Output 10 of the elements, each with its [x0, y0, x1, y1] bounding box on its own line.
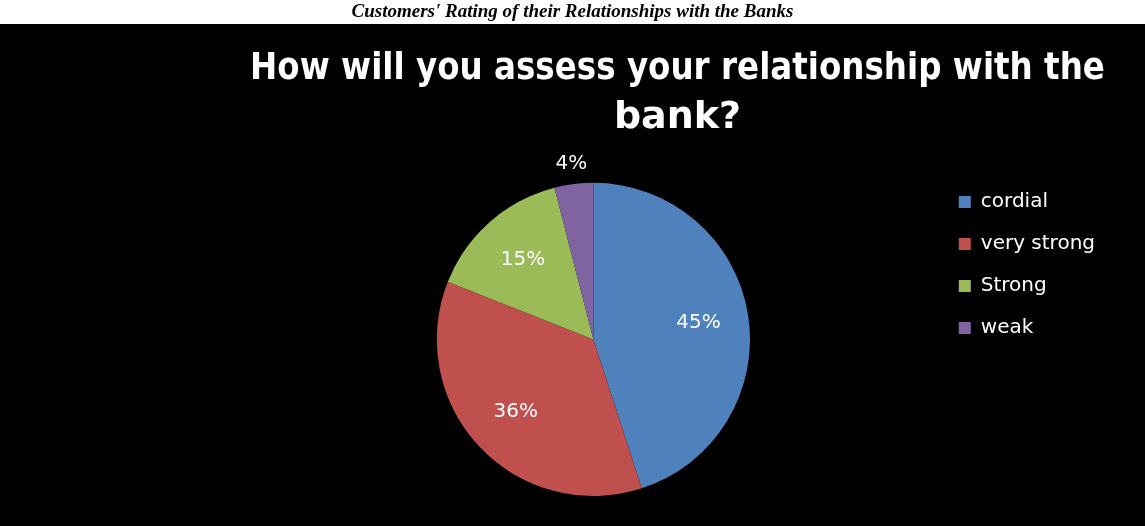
legend-label: very strong: [980, 230, 1096, 255]
text: Customers' Rating of their Relationships with the Banks: [350, 0, 795, 23]
chart-title: How will you assess your relationship with the bank?: [250, 43, 1105, 137]
data-label: 4%: [555, 150, 588, 175]
data-label: 15%: [500, 245, 546, 270]
legend-label: cordial: [980, 188, 1048, 213]
data-label: 45%: [676, 308, 721, 333]
legend-label: weak: [980, 314, 1034, 339]
data-label: 36%: [493, 398, 538, 423]
legend-label: Strong: [980, 272, 1047, 297]
